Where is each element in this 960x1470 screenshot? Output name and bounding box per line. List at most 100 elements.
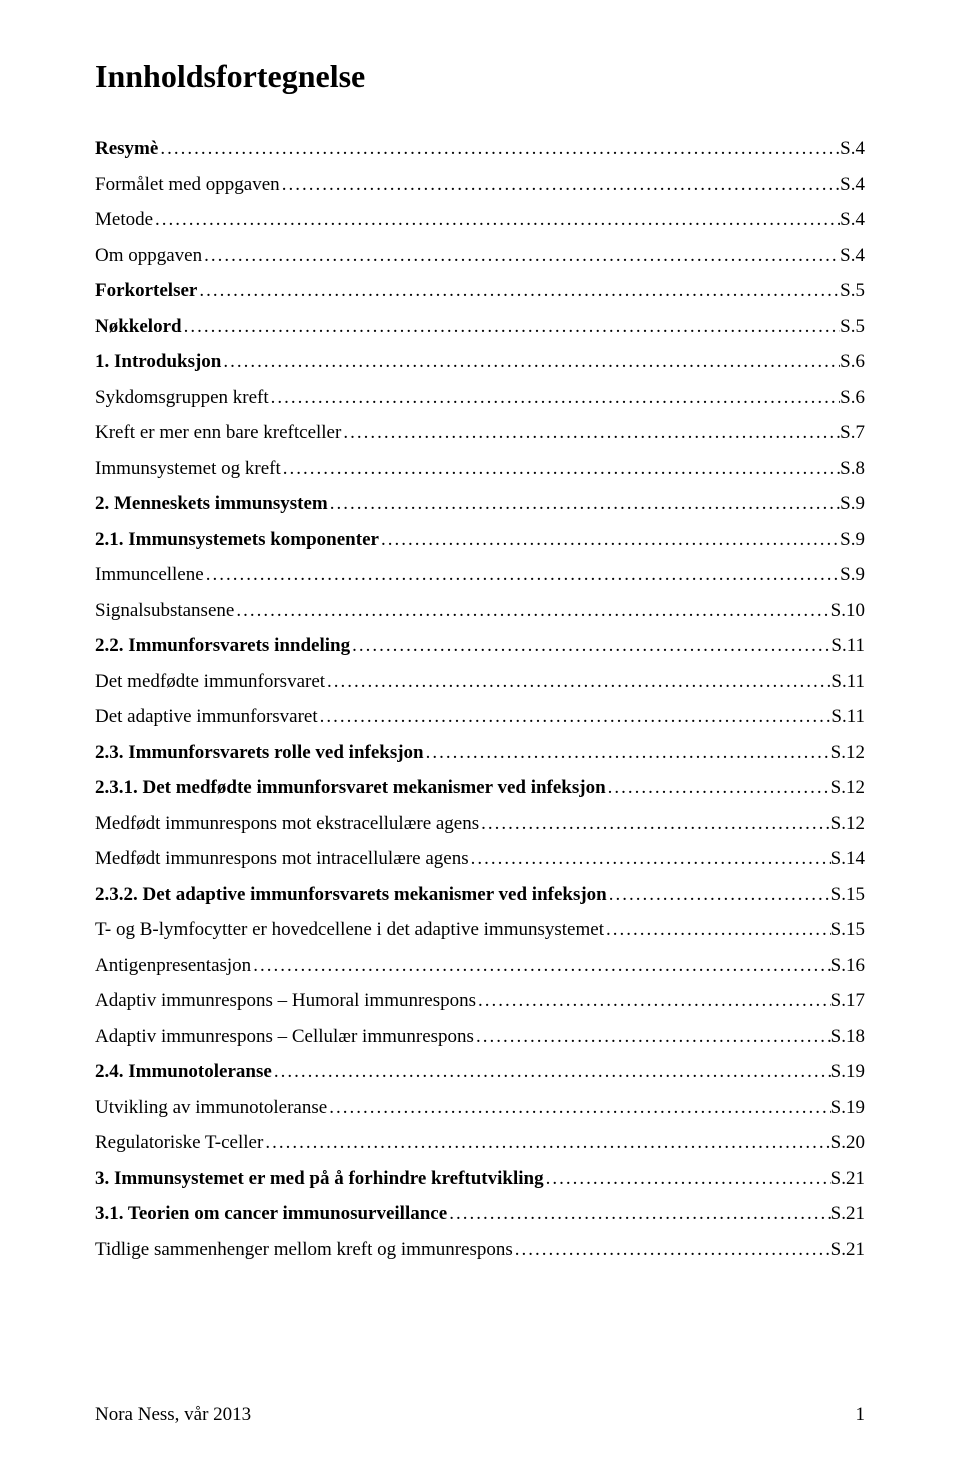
- toc-entry-label: Antigenpresentasjon: [95, 956, 251, 975]
- toc-entry-page: S.12: [831, 814, 865, 833]
- toc-entry: 2.4. Immunotoleranse S.19: [95, 1062, 865, 1081]
- toc-entry: Kreft er mer enn bare kreftcellerS.7: [95, 423, 865, 442]
- toc-entry-page: S.6: [840, 352, 865, 371]
- toc-entry-label: 2.2. Immunforsvarets inndeling: [95, 636, 350, 655]
- toc-entry-label: Adaptiv immunrespons – Humoral immunresp…: [95, 991, 476, 1010]
- toc-leader-dots: [476, 991, 831, 1010]
- toc-entry-page: S.21: [831, 1240, 865, 1259]
- toc-entry-label: Resymè: [95, 139, 158, 158]
- toc-leader-dots: [251, 956, 830, 975]
- toc-entry-label: 2.3.1. Det medfødte immunforsvaret mekan…: [95, 778, 606, 797]
- toc-entry-label: 2.3.2. Det adaptive immunforsvarets meka…: [95, 885, 607, 904]
- toc-entry: Antigenpresentasjon S.16: [95, 956, 865, 975]
- toc-entry-label: Medfødt immunrespons mot ekstracellulære…: [95, 814, 479, 833]
- toc-entry-page: S.10: [831, 601, 865, 620]
- toc-entry-page: S.21: [831, 1169, 865, 1188]
- toc-entry: ResymèS.4: [95, 139, 865, 158]
- toc-entry: 2. Menneskets immunsystem S.9: [95, 494, 865, 513]
- toc-leader-dots: [379, 530, 840, 549]
- toc-entry-label: Adaptiv immunrespons – Cellulær immunres…: [95, 1027, 474, 1046]
- toc-entry: Utvikling av immunotoleranseS.19: [95, 1098, 865, 1117]
- toc-entry-label: Det medfødte immunforsvaret: [95, 672, 325, 691]
- toc-entry-page: S.6: [840, 388, 865, 407]
- footer: Nora Ness, vår 2013 1: [95, 1404, 865, 1426]
- page-title: Innholdsfortegnelse: [95, 58, 865, 95]
- toc-leader-dots: [153, 210, 840, 229]
- toc-entry-label: 2. Menneskets immunsystem: [95, 494, 328, 513]
- toc-entry-page: S.7: [840, 423, 865, 442]
- toc-entry-label: Immunsystemet og kreft: [95, 459, 281, 478]
- toc-leader-dots: [325, 672, 831, 691]
- toc-entry: Tidlige sammenhenger mellom kreft og imm…: [95, 1240, 865, 1259]
- toc-entry: Medfødt immunrespons mot ekstracellulære…: [95, 814, 865, 833]
- toc-leader-dots: [479, 814, 831, 833]
- toc-leader-dots: [281, 459, 840, 478]
- toc-entry-page: S.12: [831, 743, 865, 762]
- toc-leader-dots: [604, 920, 831, 939]
- toc-entry-label: Medfødt immunrespons mot intracellulære …: [95, 849, 469, 868]
- toc-entry-label: 3. Immunsystemet er med på å forhindre k…: [95, 1169, 544, 1188]
- toc-entry-label: 2.4. Immunotoleranse: [95, 1062, 272, 1081]
- toc-entry-page: S.16: [831, 956, 865, 975]
- toc-leader-dots: [197, 281, 840, 300]
- toc-entry: Det medfødte immunforsvaret S.11: [95, 672, 865, 691]
- toc-entry-label: Immuncellene: [95, 565, 204, 584]
- toc-entry-page: S.15: [831, 920, 865, 939]
- toc-entry: Metode S.4: [95, 210, 865, 229]
- toc-entry-label: Utvikling av immunotoleranse: [95, 1098, 327, 1117]
- toc-entry-label: Forkortelser: [95, 281, 197, 300]
- toc-entry-label: Signalsubstansene: [95, 601, 234, 620]
- toc-entry-label: Formålet med oppgaven: [95, 175, 280, 194]
- table-of-contents: ResymèS.4Formålet med oppgavenS.4MetodeS…: [95, 139, 865, 1259]
- toc-leader-dots: [221, 352, 840, 371]
- footer-page-number: 1: [856, 1404, 866, 1426]
- toc-leader-dots: [341, 423, 840, 442]
- toc-entry: 2.3.1. Det medfødte immunforsvaret mekan…: [95, 778, 865, 797]
- toc-entry-page: S.18: [831, 1027, 865, 1046]
- toc-entry-page: S.20: [831, 1133, 865, 1152]
- toc-entry-page: S.11: [831, 707, 865, 726]
- toc-entry-page: S.19: [831, 1062, 865, 1081]
- toc-entry-page: S.4: [840, 175, 865, 194]
- toc-entry-page: S.8: [840, 459, 865, 478]
- toc-entry-page: S.9: [840, 565, 865, 584]
- toc-entry-page: S.11: [831, 672, 865, 691]
- footer-author: Nora Ness, vår 2013: [95, 1404, 251, 1426]
- toc-entry-label: Metode: [95, 210, 153, 229]
- toc-leader-dots: [280, 175, 840, 194]
- toc-entry-label: 1. Introduksjon: [95, 352, 221, 371]
- toc-entry: 1. Introduksjon S.6: [95, 352, 865, 371]
- page: Innholdsfortegnelse ResymèS.4Formålet me…: [0, 0, 960, 1470]
- toc-entry-label: Nøkkelord: [95, 317, 182, 336]
- toc-leader-dots: [328, 494, 840, 513]
- toc-entry: 2.2. Immunforsvarets inndeling S.11: [95, 636, 865, 655]
- toc-entry-page: S.9: [840, 494, 865, 513]
- toc-entry: NøkkelordS.5: [95, 317, 865, 336]
- toc-leader-dots: [158, 139, 840, 158]
- toc-entry-page: S.5: [840, 281, 865, 300]
- toc-entry-page: S.11: [831, 636, 865, 655]
- toc-leader-dots: [272, 1062, 831, 1081]
- toc-leader-dots: [182, 317, 841, 336]
- toc-entry: 2.1. Immunsystemets komponenterS.9: [95, 530, 865, 549]
- toc-entry: Regulatoriske T-celler S.20: [95, 1133, 865, 1152]
- toc-leader-dots: [606, 778, 831, 797]
- toc-entry: Om oppgavenS.4: [95, 246, 865, 265]
- toc-leader-dots: [469, 849, 831, 868]
- toc-entry-page: S.14: [831, 849, 865, 868]
- toc-entry-page: S.9: [840, 530, 865, 549]
- toc-entry-page: S.21: [831, 1204, 865, 1223]
- toc-leader-dots: [513, 1240, 831, 1259]
- toc-entry-page: S.4: [840, 246, 865, 265]
- toc-entry-label: Sykdomsgruppen kreft: [95, 388, 269, 407]
- toc-entry-label: Regulatoriske T-celler: [95, 1133, 263, 1152]
- toc-leader-dots: [424, 743, 831, 762]
- toc-leader-dots: [202, 246, 840, 265]
- toc-entry: 2.3. Immunforsvarets rolle ved infeksjon…: [95, 743, 865, 762]
- toc-entry: Formålet med oppgaven S.4: [95, 175, 865, 194]
- toc-entry: 3. Immunsystemet er med på å forhindre k…: [95, 1169, 865, 1188]
- toc-entry: Signalsubstansene S.10: [95, 601, 865, 620]
- toc-leader-dots: [544, 1169, 831, 1188]
- toc-entry-page: S.4: [840, 210, 865, 229]
- toc-entry: Immuncellene S.9: [95, 565, 865, 584]
